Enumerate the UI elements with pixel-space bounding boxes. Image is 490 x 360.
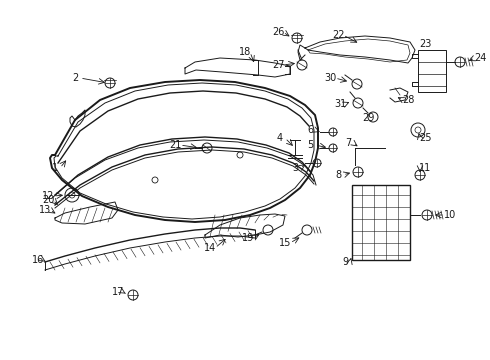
Text: 17: 17 — [112, 287, 124, 297]
Text: 6: 6 — [307, 125, 313, 135]
Text: 23: 23 — [419, 39, 431, 49]
Text: 16: 16 — [32, 255, 44, 265]
Text: 11: 11 — [419, 163, 431, 173]
Text: 13: 13 — [39, 205, 51, 215]
Text: 27: 27 — [272, 60, 284, 70]
Text: 30: 30 — [324, 73, 336, 83]
Text: 31: 31 — [334, 99, 346, 109]
Text: 1: 1 — [52, 163, 58, 173]
Text: 29: 29 — [362, 113, 374, 123]
Text: 4: 4 — [277, 133, 283, 143]
Text: 21: 21 — [169, 140, 181, 150]
Text: 19: 19 — [242, 233, 254, 243]
Text: 14: 14 — [204, 243, 216, 253]
Text: 28: 28 — [402, 95, 414, 105]
Text: 9: 9 — [342, 257, 348, 267]
Text: 25: 25 — [419, 133, 431, 143]
Text: 10: 10 — [444, 210, 456, 220]
Text: 5: 5 — [307, 140, 313, 150]
Bar — [418, 50, 446, 92]
Text: 20: 20 — [42, 195, 54, 205]
Text: 15: 15 — [279, 238, 291, 248]
Text: 12: 12 — [42, 191, 54, 201]
Bar — [352, 185, 410, 260]
Text: 26: 26 — [272, 27, 284, 37]
Text: 7: 7 — [345, 138, 351, 148]
Text: 3: 3 — [292, 163, 298, 173]
Text: 24: 24 — [474, 53, 486, 63]
Text: 8: 8 — [335, 170, 341, 180]
Text: 2: 2 — [72, 73, 78, 83]
Text: 18: 18 — [239, 47, 251, 57]
Text: 22: 22 — [332, 30, 344, 40]
